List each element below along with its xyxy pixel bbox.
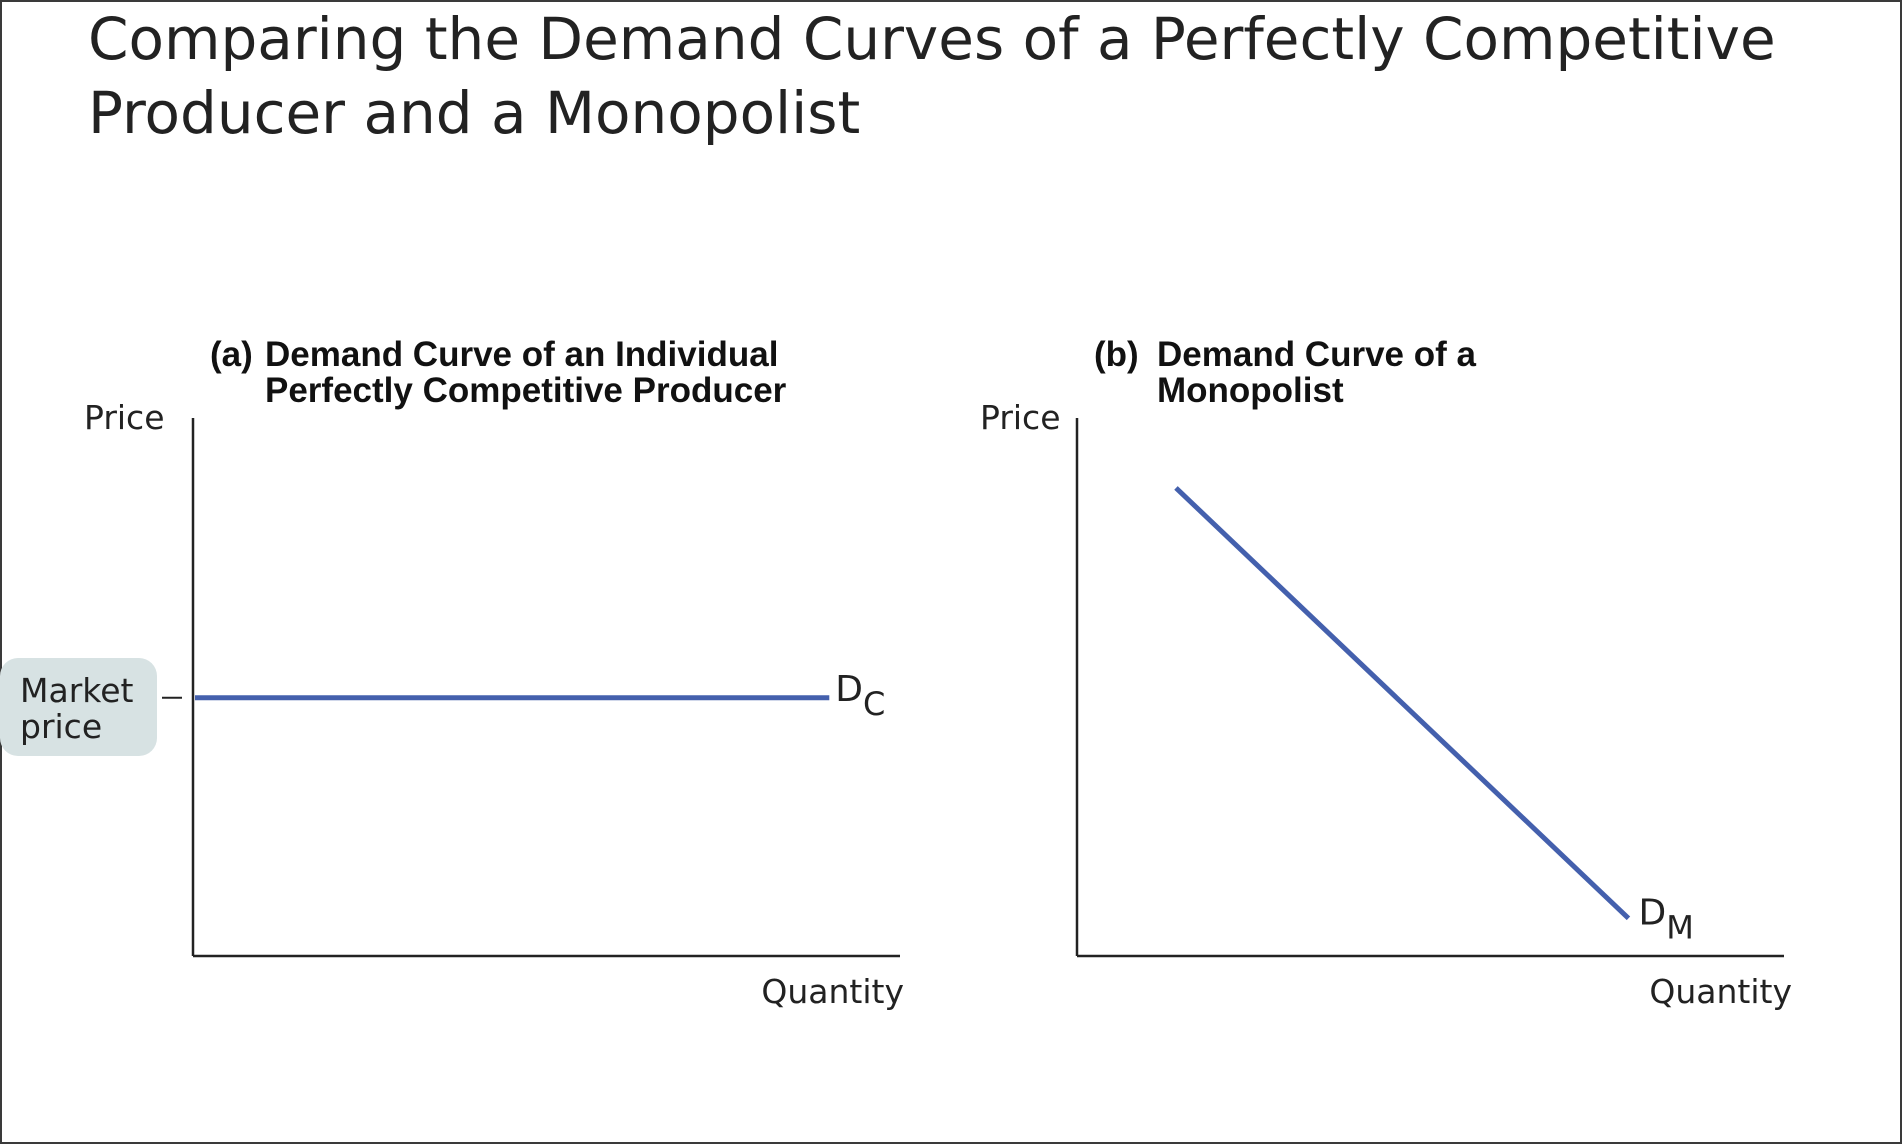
demand-curve-dc-label: DC	[835, 669, 885, 723]
demand-curve-dm	[1174, 486, 1631, 921]
market-price-label-line-1: Market	[20, 671, 133, 710]
panel-a-title-line-1: Demand Curve of an Individual	[265, 335, 778, 374]
panel-b-letter: (b)	[1094, 335, 1139, 374]
demand-curve-dm-label: DM	[1638, 892, 1693, 946]
slide-title: Comparing the Demand Curves of a Perfect…	[88, 5, 1776, 147]
panel-b-y-axis-label: Price	[980, 398, 1061, 437]
panel-a-y-axis-label: Price	[84, 398, 165, 437]
panel-b: (b) Demand Curve of a Monopolist Price Q…	[980, 335, 1792, 1011]
panel-b-x-axis-label: Quantity	[1649, 972, 1792, 1011]
panel-a-letter: (a)	[210, 335, 253, 374]
panel-a-x-axis-label: Quantity	[761, 972, 904, 1011]
panel-a: (a) Demand Curve of an Individual Perfec…	[0, 335, 904, 1011]
panel-b-title-line-1: Demand Curve of a	[1157, 335, 1476, 374]
panel-a-title-line-2: Perfectly Competitive Producer	[265, 371, 787, 410]
market-price-callout	[0, 658, 157, 756]
market-price-label-line-2: price	[20, 707, 102, 746]
panel-b-title-line-2: Monopolist	[1157, 371, 1344, 410]
